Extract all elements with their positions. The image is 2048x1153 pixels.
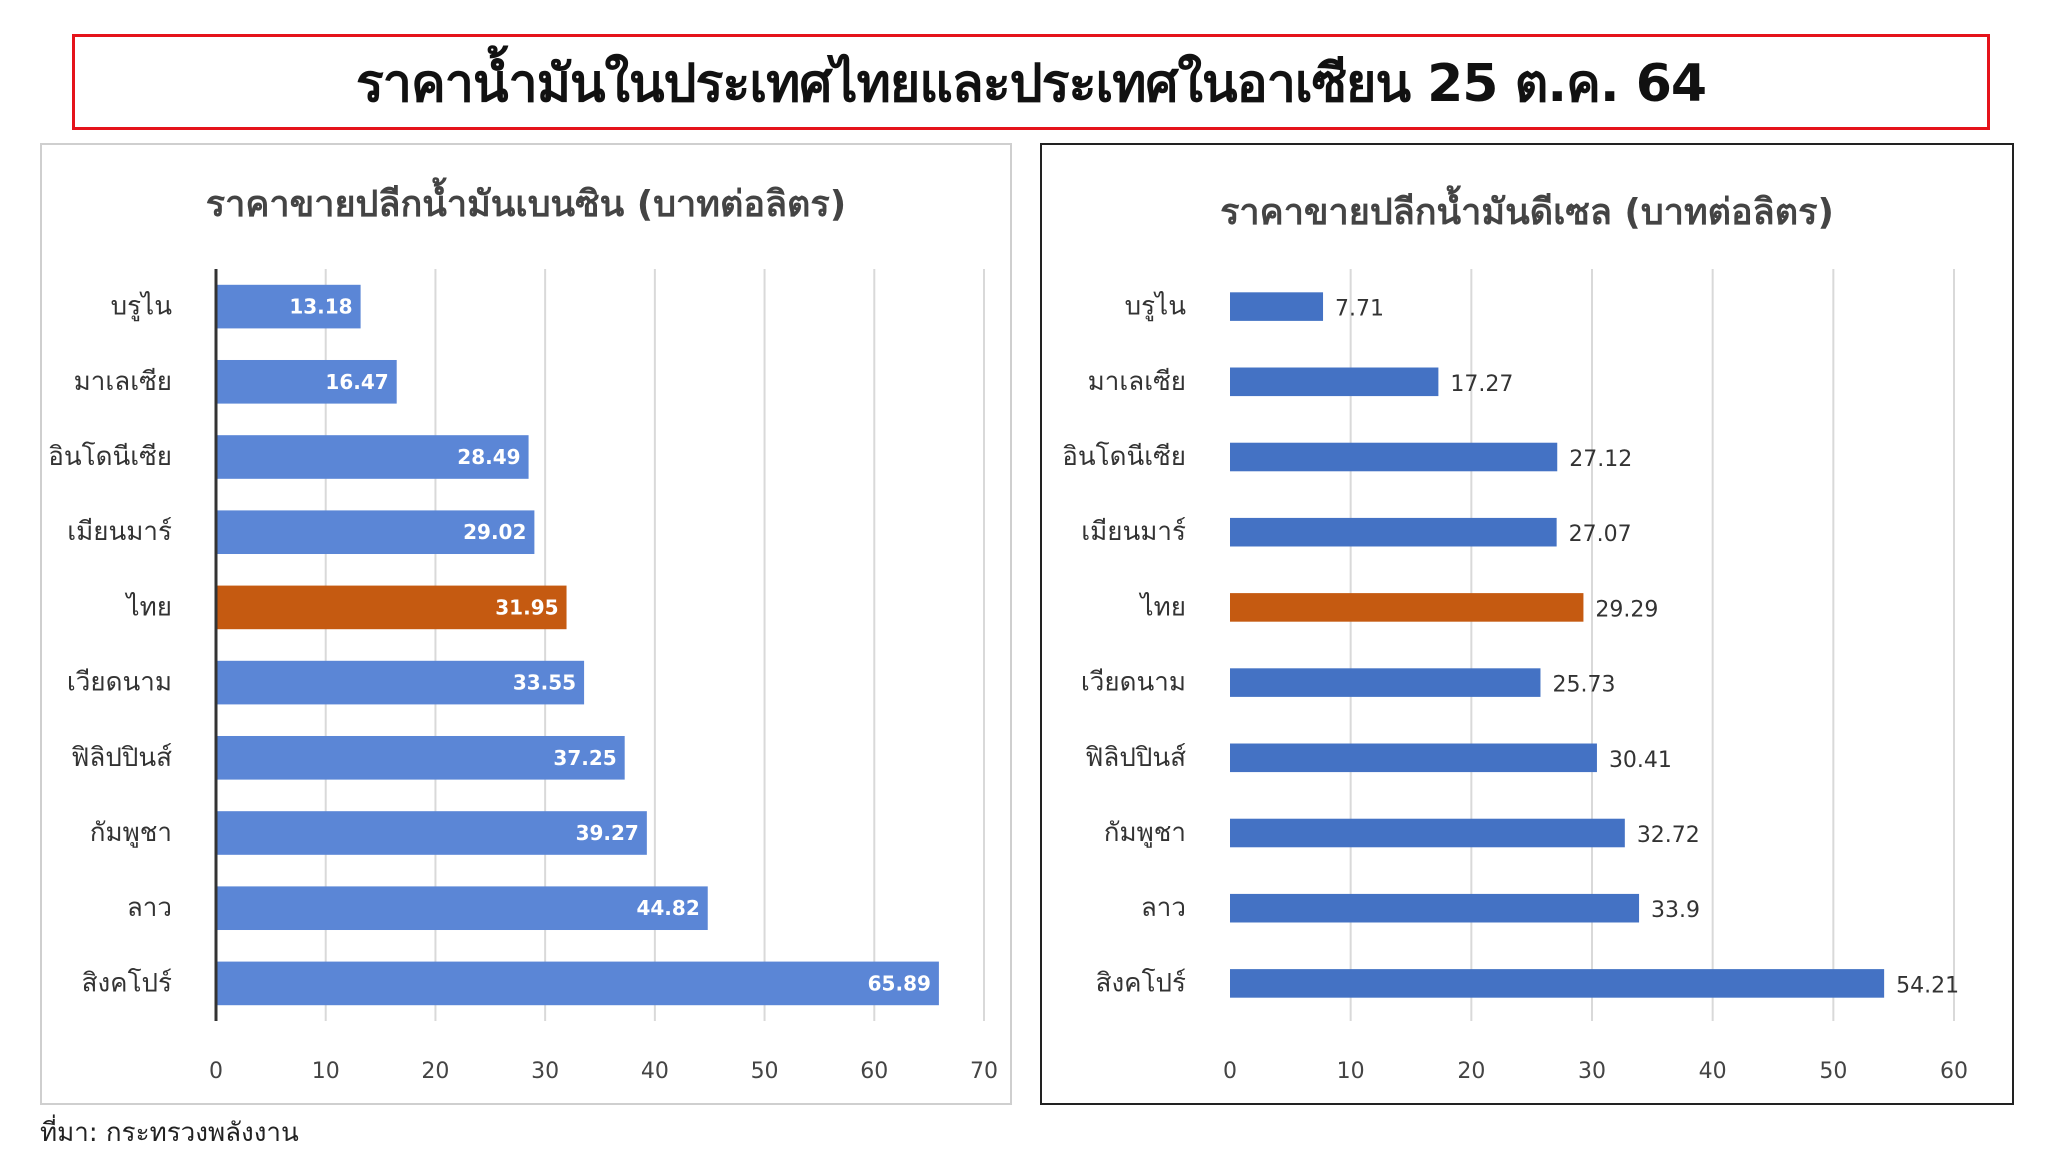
page-title: ราคาน้ำมันในประเทศไทยและประเทศในอาเซียน …: [355, 53, 1707, 114]
category-label: มาเลเซีย: [1088, 367, 1186, 397]
x-tick-label: 30: [531, 1059, 559, 1084]
x-tick-label: 50: [751, 1059, 779, 1084]
x-tick-label: 60: [1940, 1059, 1968, 1084]
x-tick-label: 70: [970, 1059, 998, 1084]
bar: [216, 811, 647, 855]
category-label: ฟิลิปปินส์: [1085, 743, 1186, 773]
bar: [1230, 442, 1558, 472]
category-label: ลาว: [127, 893, 172, 923]
x-tick-label: 0: [1223, 1059, 1237, 1084]
category-label: ไทย: [1139, 591, 1186, 622]
data-label: 7.71: [1335, 297, 1384, 322]
category-label: บรูไน: [1125, 291, 1187, 322]
category-label: บรูไน: [111, 291, 173, 322]
category-label: สิงคโปร์: [1096, 967, 1186, 998]
data-label: 33.55: [513, 671, 576, 695]
data-label: 44.82: [636, 896, 699, 920]
category-label: เวียดนาม: [67, 668, 172, 698]
diesel-chart-panel: ราคาขายปลีกน้ำมันดีเซล (บาทต่อลิตร) 0 10 2…: [1040, 143, 2014, 1105]
data-label: 16.47: [325, 370, 388, 394]
bar: [1230, 969, 1885, 998]
category-label: ฟิลิปปินส์: [71, 743, 172, 773]
bar: [1230, 367, 1439, 397]
data-label: 29.29: [1595, 597, 1658, 622]
x-tick-label: 40: [1699, 1059, 1727, 1084]
category-label: ลาว: [1141, 893, 1186, 923]
x-tick-label: 60: [860, 1059, 888, 1084]
data-label: 30.41: [1609, 748, 1672, 773]
source-note: ที่มา: กระทรวงพลังงาน: [40, 1118, 299, 1148]
category-label: กัมพูชา: [90, 818, 172, 848]
bar: [216, 510, 535, 555]
bar: [216, 359, 397, 404]
x-tick-label: 10: [1337, 1059, 1365, 1084]
data-label: 28.49: [457, 445, 520, 469]
category-label: กัมพูชา: [1104, 818, 1186, 848]
bar: [1230, 668, 1541, 697]
x-tick-label: 20: [1457, 1059, 1485, 1084]
x-tick-label: 20: [421, 1059, 449, 1084]
data-label: 29.02: [463, 520, 526, 544]
data-label: 33.9: [1651, 898, 1700, 923]
data-label: 13.18: [289, 295, 352, 319]
diesel-chart: 0 10 20 30 40 50 60 บรูไน 7.71 มาเลเซีย 17.27 อินโด…: [1062, 269, 1968, 1084]
x-tick-label: 30: [1578, 1059, 1606, 1084]
category-label: มาเลเซีย: [74, 367, 172, 397]
data-label: 25.73: [1552, 673, 1615, 698]
data-label: 65.89: [868, 971, 931, 995]
gasoline-chart-title: ราคาขายปลีกน้ำมันเบนซิน (บาทต่อลิตร): [205, 184, 847, 225]
x-tick-label: 40: [641, 1059, 669, 1084]
data-label: 37.25: [553, 746, 616, 770]
x-tick-label: 50: [1819, 1059, 1847, 1084]
category-label: เวียดนาม: [1081, 668, 1186, 698]
bar: [1230, 517, 1557, 547]
category-label: สิงคโปร์: [82, 967, 172, 998]
category-label: อินโดนีเซีย: [48, 441, 172, 472]
bar: [216, 735, 625, 780]
bar: [216, 886, 708, 931]
data-label: 17.27: [1450, 372, 1513, 397]
diesel-chart-title: ราคาขายปลีกน้ำมันดีเซล (บาทต่อลิตร): [1220, 192, 1834, 233]
bar: [1230, 818, 1625, 848]
category-label: เมียนมาร์: [1081, 517, 1186, 547]
gasoline-chart: 0 10 20 30 40 50 60 70 บรูไน 13.18 มาเลเซีย 16.47 อิ…: [48, 269, 998, 1084]
bar: [216, 284, 361, 329]
bar: [216, 660, 585, 705]
bar: [216, 961, 939, 1006]
x-tick-label: 10: [312, 1059, 340, 1084]
bar-highlight: [1230, 593, 1584, 622]
bar-highlight: [216, 585, 567, 630]
bar: [1230, 893, 1640, 923]
page-title-box: ราคาน้ำมันในประเทศไทยและประเทศในอาเซียน …: [72, 34, 1990, 130]
bar: [1230, 292, 1324, 321]
category-label: ไทย: [125, 591, 172, 622]
gasoline-chart-panel: ราคาขายปลีกน้ำมันเบนซิน (บาทต่อลิตร) 0 10…: [40, 143, 1012, 1105]
category-label: เมียนมาร์: [67, 517, 172, 547]
data-label: 54.21: [1896, 973, 1959, 998]
data-label: 39.27: [576, 821, 639, 845]
category-label: อินโดนีเซีย: [1062, 441, 1186, 472]
data-label: 27.07: [1569, 522, 1632, 547]
data-label: 32.72: [1637, 823, 1700, 848]
data-label: 27.12: [1569, 447, 1632, 472]
bar: [1230, 743, 1597, 773]
data-label: 31.95: [495, 595, 558, 619]
bar: [216, 435, 529, 479]
x-tick-label: 0: [209, 1059, 223, 1084]
